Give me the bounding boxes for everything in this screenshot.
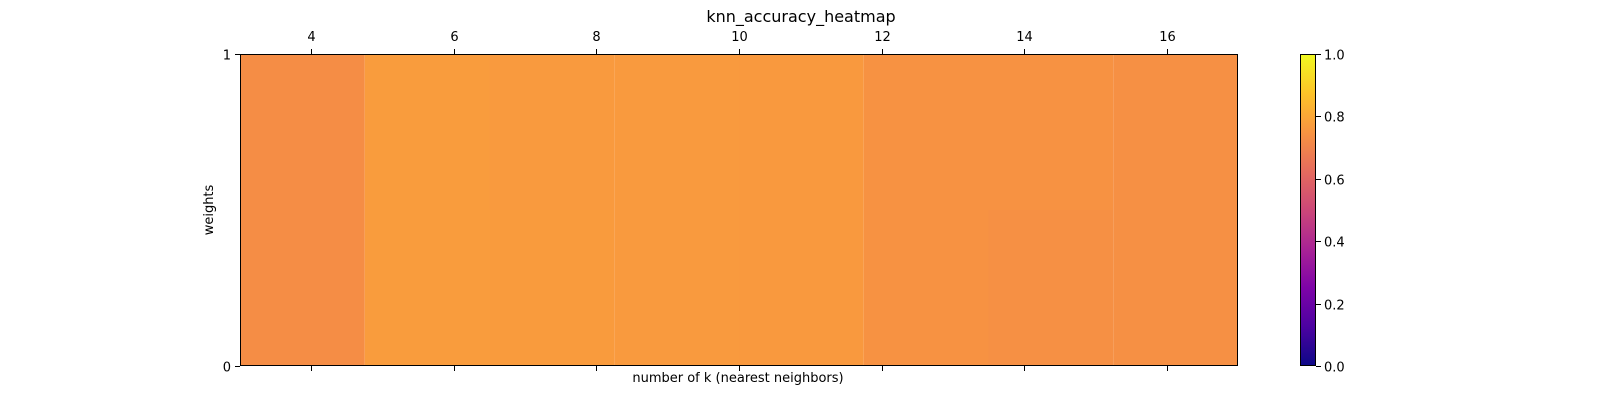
- colorbar-tick-label: 0.8: [1324, 111, 1345, 126]
- heatmap-cell: [614, 54, 739, 366]
- y-tick-label: 0: [223, 361, 231, 376]
- heatmap-cell: [739, 54, 864, 366]
- x-axis-ticks: 4 6 8 10 12 14 16: [307, 30, 1176, 371]
- x-tick-label: 8: [592, 30, 600, 45]
- x-tick-label: 14: [1016, 30, 1033, 45]
- colorbar: 0.0 0.2 0.4 0.6 0.8 1.0: [1300, 49, 1345, 376]
- x-tick-label: 12: [874, 30, 891, 45]
- heatmap-cell: [489, 210, 615, 366]
- heatmap-cell: [364, 54, 490, 366]
- colorbar-tick-label: 0.2: [1324, 299, 1345, 314]
- colorbar-gradient: [1300, 54, 1316, 366]
- heatmap-cells: [240, 54, 1238, 366]
- x-tick-label: 4: [307, 30, 315, 45]
- colorbar-tick-label: 0.0: [1324, 361, 1345, 376]
- x-axis-label: number of k (nearest neighbors): [632, 371, 843, 386]
- x-tick-label: 10: [731, 30, 748, 45]
- colorbar-tick-label: 1.0: [1324, 49, 1345, 64]
- heatmap-cell: [1113, 54, 1238, 366]
- x-tick-label: 6: [450, 30, 458, 45]
- chart-title: knn_accuracy_heatmap: [706, 7, 895, 27]
- heatmap-cell: [863, 54, 989, 366]
- colorbar-tick-label: 0.6: [1324, 174, 1345, 189]
- heatmap-cell: [489, 54, 615, 210]
- y-axis-ticks: 01: [223, 49, 240, 376]
- y-tick-label: 1: [223, 49, 231, 64]
- y-axis-label: weights: [202, 184, 217, 235]
- colorbar-ticks: 0.0 0.2 0.4 0.6 0.8 1.0: [1316, 49, 1345, 376]
- x-tick-label: 16: [1159, 30, 1176, 45]
- heatmap-cell: [988, 210, 1114, 366]
- heatmap-cell: [240, 54, 365, 366]
- heatmap-cell: [988, 54, 1114, 210]
- plot-frame: [240, 54, 1238, 366]
- colorbar-tick-label: 0.4: [1324, 236, 1345, 251]
